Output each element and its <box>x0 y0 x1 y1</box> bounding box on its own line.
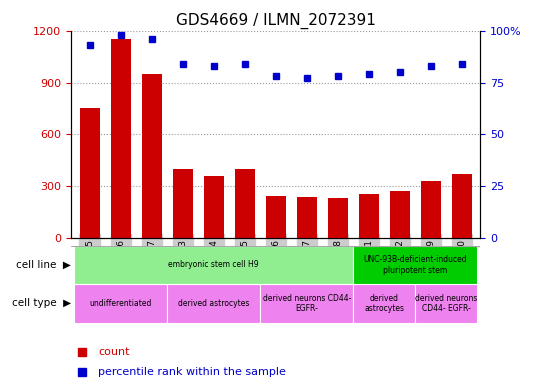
Text: cell type  ▶: cell type ▶ <box>12 298 71 308</box>
Bar <box>204 176 224 238</box>
Bar <box>260 284 353 323</box>
Bar <box>173 169 193 238</box>
Bar <box>235 169 255 238</box>
Text: derived
astrocytes: derived astrocytes <box>364 294 404 313</box>
Bar <box>80 109 100 238</box>
Bar <box>74 284 167 323</box>
Bar <box>421 181 441 238</box>
Bar <box>110 40 130 238</box>
Bar <box>266 196 286 238</box>
Text: UNC-93B-deficient-induced
pluripotent stem: UNC-93B-deficient-induced pluripotent st… <box>364 255 467 275</box>
Bar <box>416 284 477 323</box>
Bar <box>452 174 472 238</box>
Text: derived neurons CD44-
EGFR-: derived neurons CD44- EGFR- <box>263 294 351 313</box>
Text: cell line  ▶: cell line ▶ <box>16 260 71 270</box>
Bar <box>328 198 348 238</box>
Bar <box>353 284 416 323</box>
Bar <box>353 246 477 284</box>
Text: embryonic stem cell H9: embryonic stem cell H9 <box>168 260 259 270</box>
Text: count: count <box>98 346 130 357</box>
Bar <box>141 74 162 238</box>
Text: derived astrocytes: derived astrocytes <box>178 299 250 308</box>
Bar <box>359 194 379 238</box>
Bar <box>74 246 353 284</box>
Text: undifferentiated: undifferentiated <box>90 299 152 308</box>
Text: percentile rank within the sample: percentile rank within the sample <box>98 366 286 377</box>
Bar <box>390 191 410 238</box>
Bar <box>296 197 317 238</box>
Bar <box>167 284 260 323</box>
Text: derived neurons
CD44- EGFR-: derived neurons CD44- EGFR- <box>415 294 478 313</box>
Title: GDS4669 / ILMN_2072391: GDS4669 / ILMN_2072391 <box>176 13 376 29</box>
